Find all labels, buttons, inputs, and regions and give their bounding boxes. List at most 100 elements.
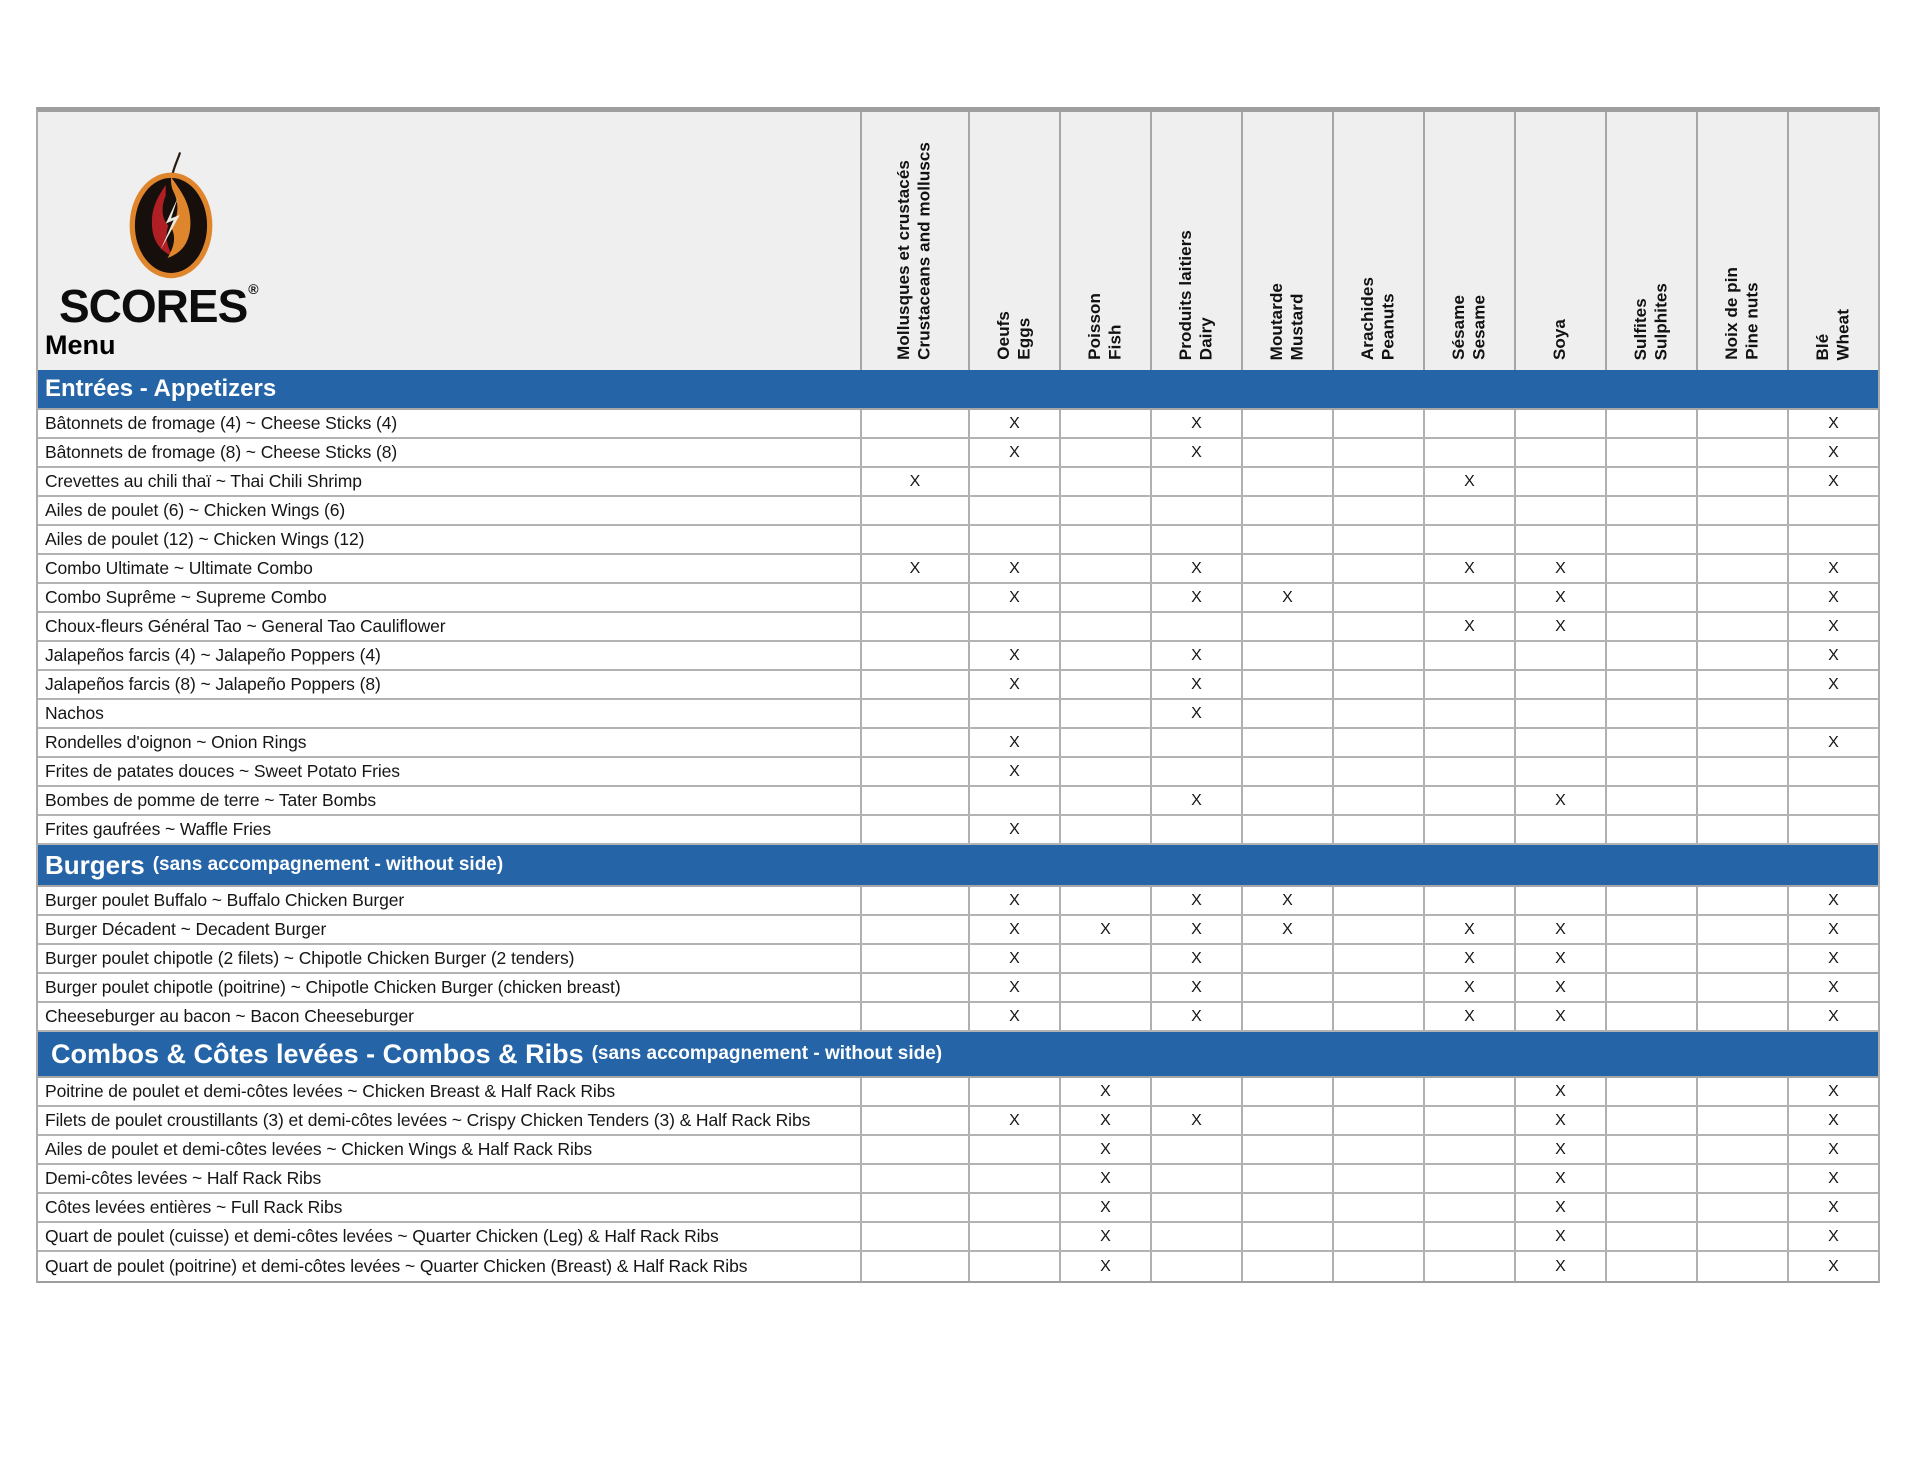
allergen-mark-cell <box>1605 1107 1696 1134</box>
allergen-label-fr: Arachides <box>1357 276 1377 360</box>
allergen-mark-cell <box>1332 1136 1423 1163</box>
allergen-mark-cell <box>1696 916 1787 943</box>
menu-item-row: Poitrine de poulet et demi-côtes levées … <box>38 1078 1878 1107</box>
allergen-mark-cell <box>1241 1252 1332 1281</box>
allergen-label-fr: Soya <box>1550 318 1570 360</box>
allergen-mark-cell <box>1423 887 1514 914</box>
allergen-mark-cell <box>1332 1107 1423 1134</box>
menu-item-name: Ailes de poulet (12) ~ Chicken Wings (12… <box>45 529 365 549</box>
allergen-mark-cell <box>1605 1078 1696 1105</box>
allergen-mark-cell <box>1423 1252 1514 1281</box>
allergen-mark-cell <box>1332 468 1423 495</box>
allergen-mark-cell <box>1332 439 1423 466</box>
brand-header-cell: SCORES® Menu <box>38 112 860 370</box>
allergen-mark-cell <box>860 613 968 640</box>
menu-item-row: Combo Ultimate ~ Ultimate Combo X X X X X X <box>38 555 1878 584</box>
menu-item-row: Nachos X <box>38 700 1878 729</box>
allergen-mark-cell <box>1332 1078 1423 1105</box>
allergen-mark-cell: X <box>968 816 1059 843</box>
allergen-mark-cell: X <box>1423 945 1514 972</box>
allergen-mark-cell: X <box>1787 729 1878 756</box>
allergen-mark-cell <box>1332 758 1423 785</box>
allergen-mark-cell <box>1241 1107 1332 1134</box>
menu-item-row: Bombes de pomme de terre ~ Tater Bombs X X <box>38 787 1878 816</box>
allergen-mark-cell: X <box>1787 945 1878 972</box>
allergen-mark-cell <box>1059 974 1150 1001</box>
allergen-mark-cell <box>1696 974 1787 1001</box>
allergen-mark-cell <box>1696 1165 1787 1192</box>
section-subtitle: (sans accompagnement - without side) <box>591 1043 943 1064</box>
allergen-mark-cell <box>1605 1136 1696 1163</box>
allergen-column-label: Blé Wheat <box>1813 309 1854 361</box>
menu-item-name: Bâtonnets de fromage (8) ~ Cheese Sticks… <box>45 442 398 462</box>
allergen-mark-cell: X <box>1514 1078 1605 1105</box>
allergen-mark-cell <box>1332 945 1423 972</box>
allergen-column-label: Sulfites Sulphites <box>1631 283 1672 360</box>
allergen-mark-cell: X <box>1423 555 1514 582</box>
allergen-mark-cell <box>1696 729 1787 756</box>
allergen-column-label: Sésame Sesame <box>1449 295 1490 360</box>
allergen-mark-cell <box>1696 584 1787 611</box>
allergen-mark-cell <box>1241 945 1332 972</box>
allergen-mark-cell <box>1332 555 1423 582</box>
allergen-mark-cell: X <box>1059 1194 1150 1221</box>
allergen-mark-cell: X <box>1787 974 1878 1001</box>
allergen-mark-cell <box>860 1003 968 1030</box>
allergen-mark-cell <box>968 613 1059 640</box>
allergen-mark-cell: X <box>1150 700 1241 727</box>
section-header-bar: Entrées - Appetizers <box>38 370 1878 410</box>
allergen-mark-cell <box>1241 497 1332 524</box>
allergen-mark-cell <box>1332 410 1423 437</box>
allergen-mark-cell: X <box>1514 1194 1605 1221</box>
allergen-mark-cell <box>1241 758 1332 785</box>
allergen-mark-cell <box>968 526 1059 553</box>
allergen-mark-cell <box>1241 1003 1332 1030</box>
allergen-mark-cell <box>1605 787 1696 814</box>
allergen-label-en: Eggs <box>1014 318 1034 360</box>
allergen-mark-cell: X <box>968 671 1059 698</box>
allergen-mark-cell <box>968 468 1059 495</box>
allergen-mark-cell <box>1059 1003 1150 1030</box>
allergen-mark-cell <box>1332 1165 1423 1192</box>
allergen-mark-cell <box>1150 1252 1241 1281</box>
menu-item-name: Filets de poulet croustillants (3) et de… <box>45 1110 811 1130</box>
allergen-mark-cell <box>1059 526 1150 553</box>
allergen-label-fr: Poisson <box>1084 293 1104 360</box>
allergen-mark-cell: X <box>968 1107 1059 1134</box>
allergen-mark-cell <box>860 916 968 943</box>
allergen-mark-cell: X <box>1059 1078 1150 1105</box>
allergen-mark-cell: X <box>1514 555 1605 582</box>
allergen-label-en: Crustaceans and molluscs <box>915 142 934 360</box>
allergen-mark-cell <box>1423 671 1514 698</box>
allergen-mark-cell <box>860 642 968 669</box>
menu-item-name: Demi-côtes levées ~ Half Rack Ribs <box>45 1168 322 1188</box>
section-subtitle: (sans accompagnement - without side) <box>152 854 504 875</box>
allergen-column-label: Produits laitiers Dairy <box>1176 230 1217 360</box>
allergen-label-fr: Moutarde <box>1266 282 1286 360</box>
allergen-mark-cell <box>1059 410 1150 437</box>
allergen-mark-cell: X <box>1514 787 1605 814</box>
menu-item-row: Burger poulet chipotle (poitrine) ~ Chip… <box>38 974 1878 1003</box>
allergen-mark-cell: X <box>968 887 1059 914</box>
allergen-mark-cell <box>1605 758 1696 785</box>
allergen-mark-cell <box>1696 526 1787 553</box>
allergen-mark-cell <box>1423 787 1514 814</box>
menu-item-name: Rondelles d'oignon ~ Onion Rings <box>45 732 307 752</box>
menu-item-name: Quart de poulet (poitrine) et demi-côtes… <box>45 1256 748 1276</box>
allergen-mark-cell <box>1605 916 1696 943</box>
allergen-mark-cell <box>1332 729 1423 756</box>
allergen-mark-cell <box>968 787 1059 814</box>
allergen-mark-cell <box>1514 729 1605 756</box>
allergen-mark-cell <box>1514 526 1605 553</box>
menu-item-row: Burger poulet Buffalo ~ Buffalo Chicken … <box>38 887 1878 916</box>
allergen-mark-cell: X <box>1059 1223 1150 1250</box>
allergen-mark-cell: X <box>968 555 1059 582</box>
allergen-mark-cell: X <box>860 555 968 582</box>
allergen-mark-cell: X <box>968 729 1059 756</box>
allergen-mark-cell <box>1150 613 1241 640</box>
allergen-mark-cell: X <box>1150 974 1241 1001</box>
allergen-mark-cell <box>860 729 968 756</box>
allergen-mark-cell <box>860 584 968 611</box>
brand-name: SCORES <box>59 280 248 332</box>
allergen-mark-cell <box>1423 497 1514 524</box>
